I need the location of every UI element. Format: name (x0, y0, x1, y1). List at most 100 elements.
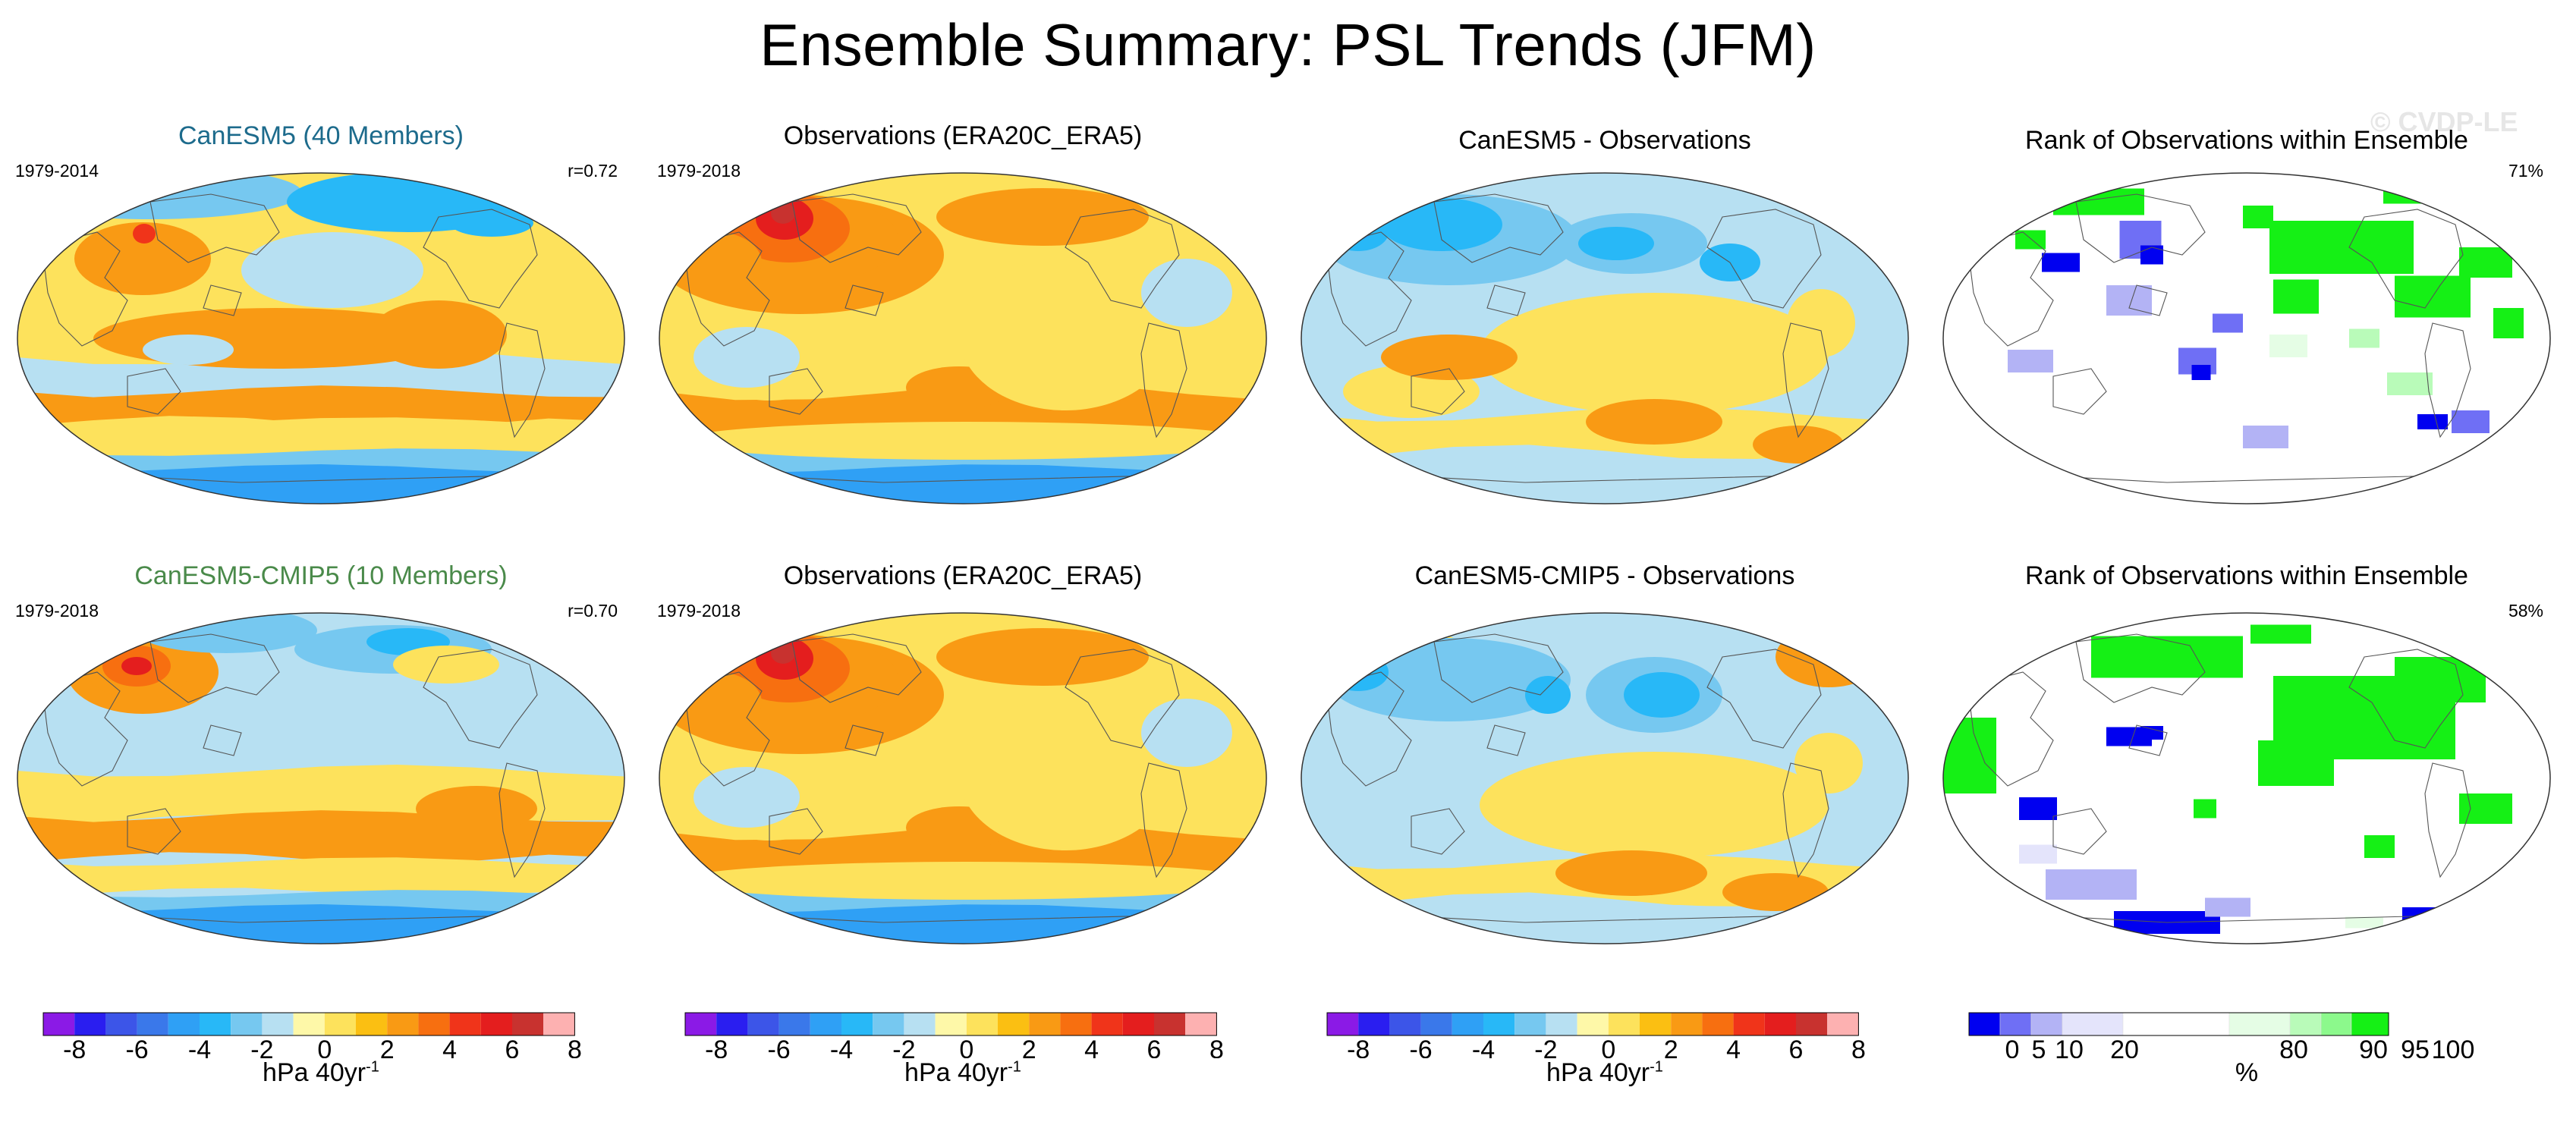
coastline (1969, 231, 2054, 347)
map-frame (17, 172, 625, 504)
rank-cell (2106, 285, 2152, 316)
trend-blob (52, 224, 64, 234)
colorbar-tick-label: 10 (2055, 1035, 2084, 1058)
colorbar-swatch (2228, 1012, 2291, 1036)
trend-blob (143, 335, 234, 365)
colorbar-tick-label: 0 (959, 1035, 973, 1058)
rank-colorbar: 0 5 10 20 80 90 95 100 % (1926, 1005, 2568, 1119)
rank-cell (2140, 245, 2163, 265)
coastline (769, 368, 823, 415)
panel-years: 1979-2018 (657, 161, 741, 181)
colorbar-swatch (1546, 1013, 1577, 1035)
rank-cell (2042, 253, 2080, 272)
rank-cell (2467, 634, 2505, 649)
colorbar-swatch (810, 1013, 841, 1035)
coastline (1782, 762, 1829, 878)
coastline (791, 193, 922, 263)
colorbar-border (1326, 1012, 1859, 1036)
rank-cell (2046, 869, 2137, 900)
trend-blob (1578, 227, 1654, 260)
colorbar-swatch (2320, 1012, 2352, 1036)
colorbar-tick-label: 5 (2032, 1035, 2046, 1058)
colorbar-tick-label: -8 (705, 1035, 728, 1058)
colorbar-svg: -8 -6 -4 -2 0 2 4 6 8 (684, 1012, 1224, 1058)
trend-blob (959, 699, 1172, 850)
colorbar-tick-label: 6 (1147, 1035, 1162, 1058)
colorbar-swatch (1514, 1013, 1546, 1035)
colorbar-units: hPa 40yr-1 (904, 1058, 1021, 1087)
colorbar-swatch (480, 1013, 512, 1035)
colorbar-swatch (324, 1013, 356, 1035)
watermark-text: © CVDP-LE (2370, 106, 2518, 137)
rank-cell (2383, 184, 2452, 204)
coastline (1433, 193, 1564, 263)
colorbar-swatch (168, 1013, 200, 1035)
trend-band (17, 857, 624, 897)
colorbar-units: hPa 40yr-1 (1546, 1058, 1663, 1087)
psl-colorbar-2: -8 -6 -4 -2 0 2 4 6 8 hPa 40yr-1 (642, 1005, 1284, 1119)
colorbar-tick-label: 95 (2401, 1035, 2430, 1058)
coastline (685, 671, 770, 787)
panel-title: Rank of Observations within Ensemble (2025, 126, 2468, 155)
map-canesm5 (17, 172, 625, 504)
coastline (1411, 808, 1465, 855)
trend-blob (936, 188, 1149, 246)
trend-blob (1776, 627, 1882, 687)
colorbar-swatch (418, 1013, 450, 1035)
panel-title: Rank of Observations within Ensemble (2025, 561, 2468, 590)
coastline (127, 808, 181, 855)
colorbar-tick-label: 80 (2279, 1035, 2308, 1058)
coastline (2128, 284, 2168, 316)
coastline (1706, 209, 1822, 309)
trend-blob (1480, 293, 1829, 414)
trend-blob (959, 259, 1172, 410)
colorbar-tick-label: 4 (1084, 1035, 1099, 1058)
coastline (2052, 808, 2107, 855)
rank-cell (2258, 740, 2334, 786)
colorbar-tick-label: -2 (250, 1035, 273, 1058)
coastline (2348, 209, 2464, 309)
colorbar-swatch (1999, 1012, 2032, 1036)
map-frame (1942, 172, 2551, 504)
coastline (845, 724, 884, 756)
rank-cell (2243, 206, 2273, 228)
panel-rank-percent: 71% (2508, 161, 2543, 181)
trend-band (17, 385, 624, 428)
panel-title: CanESM5-CMIP5 (10 Members) (134, 561, 508, 590)
rank-cell (2015, 230, 2046, 250)
coastline (499, 762, 546, 878)
trend-blob (1381, 335, 1518, 380)
coastline (1782, 322, 1829, 438)
colorbar-swatch (262, 1013, 294, 1035)
rank-cell (2194, 799, 2216, 819)
colorbar-swatch (1091, 1013, 1123, 1035)
colorbar-swatch (747, 1013, 779, 1035)
colorbar-tick-label: -6 (1409, 1035, 1432, 1058)
map-observations (659, 172, 1267, 504)
trend-blob (1480, 752, 1829, 858)
trend-blob (1351, 666, 1363, 675)
panel-title: CanESM5-CMIP5 - Observations (1414, 561, 1795, 590)
panel-diff-row2: CanESM5-CMIP5 - Observations (1284, 546, 1926, 986)
rank-cell (2395, 657, 2486, 702)
map-rank (1942, 172, 2551, 504)
trend-band (17, 464, 624, 504)
colorbar-swatch (2289, 1012, 2322, 1036)
map-frame (659, 172, 1267, 504)
colorbar-tick-label: 8 (1851, 1035, 1866, 1058)
colorbar-units: % (2235, 1058, 2259, 1087)
rank-cell (2019, 844, 2057, 864)
panel-correlation: r=0.70 (568, 601, 618, 621)
psl-colorbar-3: -8 -6 -4 -2 0 2 4 6 8 hPa 40yr-1 (1284, 1005, 1926, 1119)
coastline (791, 633, 922, 703)
panel-title: Observations (ERA20C_ERA5) (783, 561, 1143, 590)
trend-blob (416, 786, 537, 831)
coastline (1065, 209, 1180, 309)
rank-cell (2345, 916, 2383, 929)
rank-cell (2387, 372, 2433, 395)
colorbar-svg: 0 5 10 20 80 90 95 100 (1968, 1012, 2474, 1058)
trend-band (17, 417, 624, 457)
trend-blob (771, 203, 795, 224)
trend-blob (133, 224, 156, 244)
rank-cell (2250, 624, 2311, 644)
